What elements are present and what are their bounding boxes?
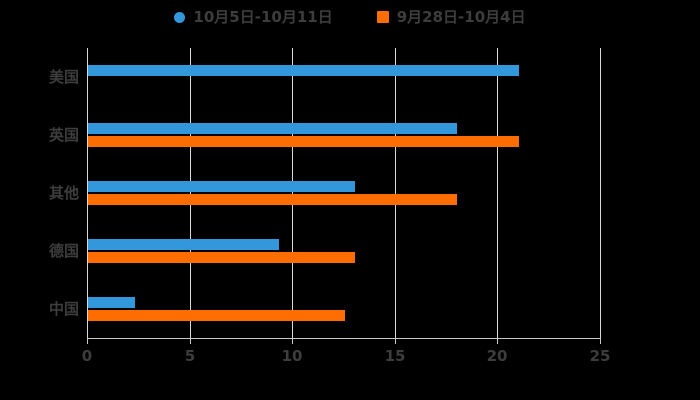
legend-item-label: 9月28日-10月4日: [396, 7, 526, 26]
gridline-x-20: [497, 48, 498, 338]
x-axis-tick-label: 25: [589, 347, 611, 365]
x-axis-tick-label: 0: [81, 347, 93, 365]
bar-series2-英国: [88, 136, 519, 147]
category-label-3: 其他: [48, 184, 79, 202]
x-axis-tick-label: 20: [486, 347, 508, 365]
x-axis-tick: [600, 339, 601, 344]
x-axis-tick: [292, 339, 293, 344]
gridline-x-15: [395, 48, 396, 338]
legend-item-week1[interactable]: 10月5日-10月11日: [174, 7, 333, 26]
x-axis-tick: [395, 339, 396, 344]
bar-series2-其他: [88, 194, 457, 205]
legend-item-week2[interactable]: 9月28日-10月4日: [376, 7, 526, 26]
legend-item-label: 10月5日-10月11日: [193, 7, 333, 26]
x-axis-tick-label: 5: [184, 347, 196, 365]
plot-area: 0 5 10 15 20 25: [82, 48, 610, 365]
x-axis-tick: [87, 339, 88, 344]
gridline-x-0: [87, 48, 88, 338]
gridline-x-10: [292, 48, 293, 338]
bar-series1-德国: [88, 239, 279, 250]
category-label-2: 英国: [48, 126, 79, 144]
bar-series1-英国: [88, 123, 457, 134]
x-axis-line: [87, 338, 601, 339]
category-label-4: 德国: [48, 242, 79, 260]
x-axis-tick: [497, 339, 498, 344]
bar-series1-其他: [88, 181, 355, 192]
gridline-x-25: [600, 48, 601, 338]
gridline-x-5: [190, 48, 191, 338]
legend: 10月5日-10月11日 9月28日-10月4日: [0, 6, 700, 28]
legend-circle-marker-icon: [174, 11, 186, 23]
category-label-5: 中国: [48, 300, 79, 318]
x-axis-tick: [190, 339, 191, 344]
bar-series1-中国: [88, 297, 135, 308]
bar-series2-德国: [88, 252, 355, 263]
bar-series1-美国: [88, 65, 519, 76]
bar-series2-中国: [88, 310, 345, 321]
x-axis-tick-label: 10: [281, 347, 303, 365]
legend-square-marker-icon: [376, 11, 389, 23]
x-axis-tick-label: 15: [384, 347, 406, 365]
category-label-1: 美国: [48, 68, 79, 86]
